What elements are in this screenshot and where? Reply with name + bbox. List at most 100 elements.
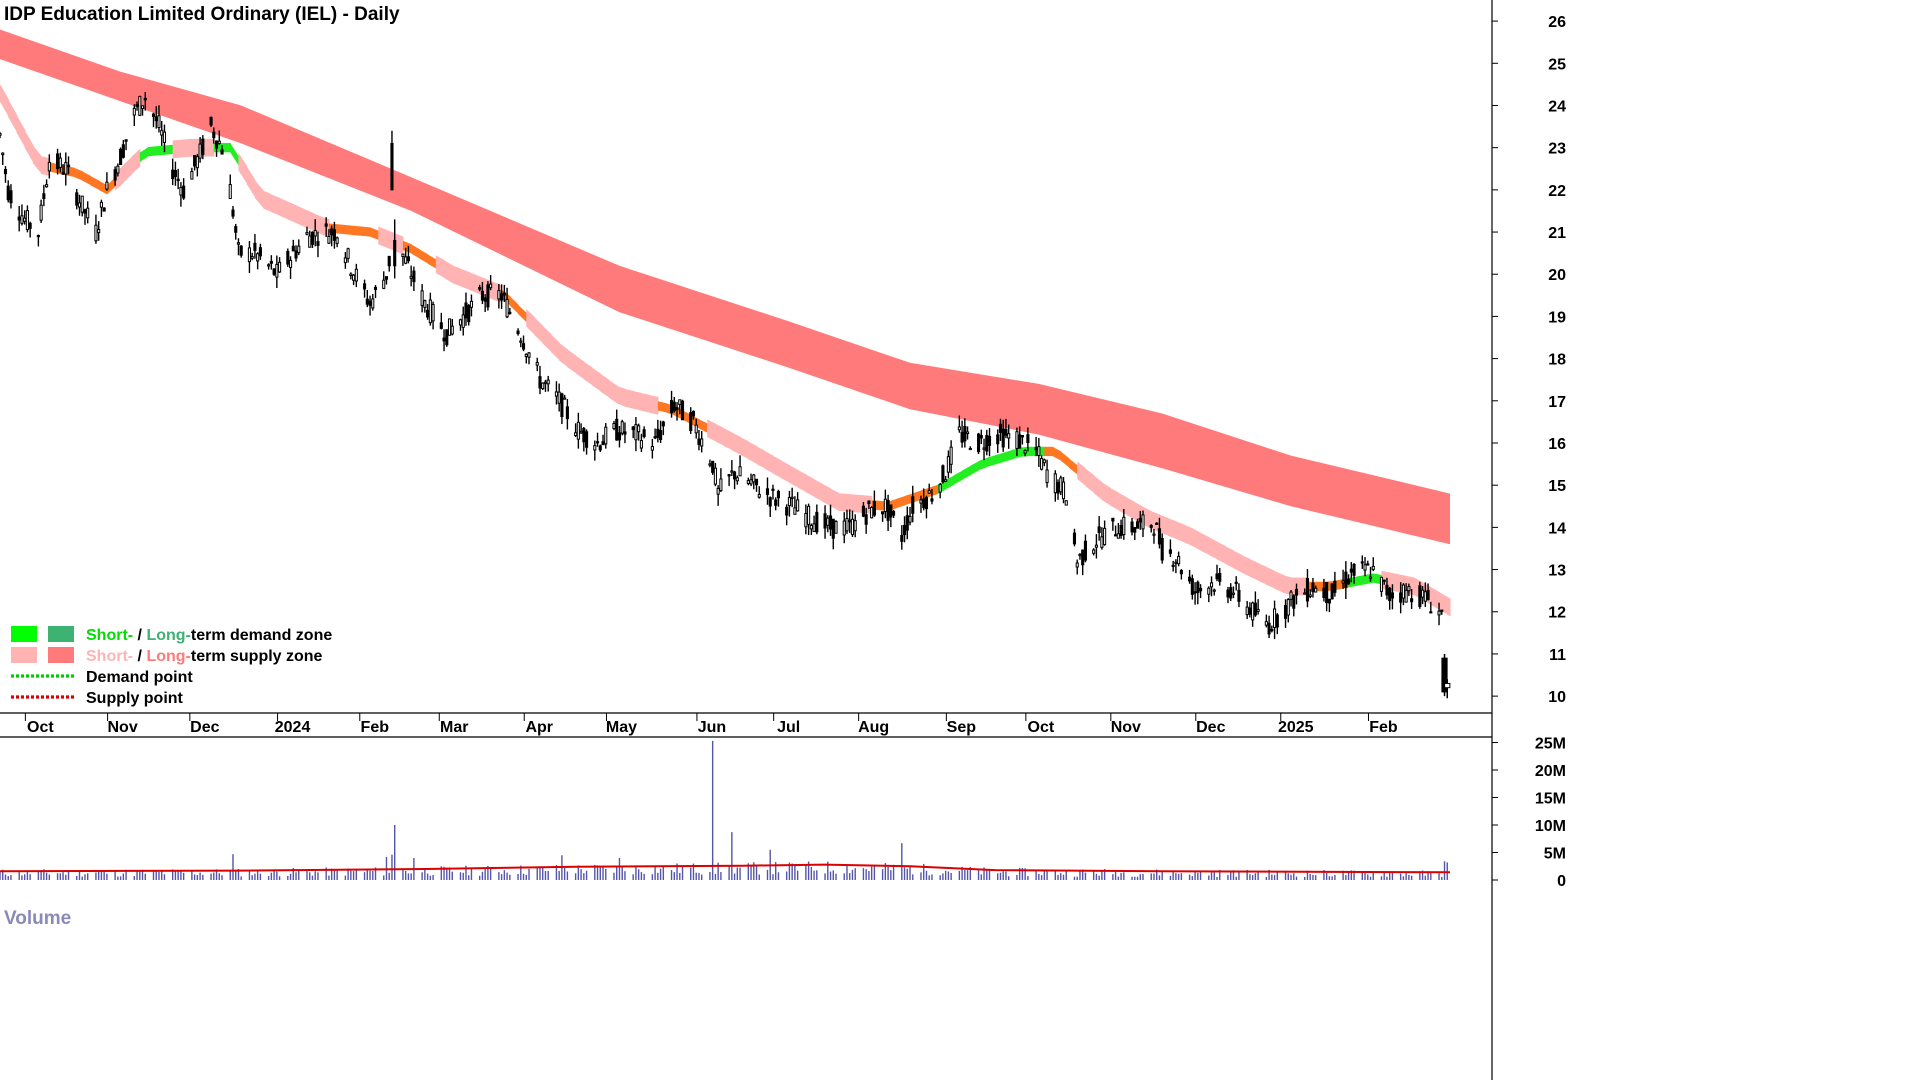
short-term-zone-transition-segment — [98, 180, 108, 195]
short-term-supply-zone-segment — [830, 488, 840, 511]
candle-down — [1382, 579, 1386, 582]
short-term-supply-zone-segment — [1167, 517, 1177, 540]
candle-down — [595, 441, 600, 444]
short-term-supply-zone-segment — [16, 114, 26, 148]
candle-down — [924, 497, 929, 510]
candle-up — [826, 517, 830, 526]
time-tick-label: Feb — [361, 719, 390, 736]
short-term-supply-zone-segment — [238, 152, 248, 185]
candle-down — [28, 222, 32, 229]
candle-up — [612, 422, 616, 429]
candle-down — [1426, 589, 1430, 600]
candle-down — [390, 142, 394, 191]
candle-up — [1103, 527, 1107, 545]
short-term-supply-zone-segment — [616, 385, 626, 407]
volume-panel-label: Volume — [4, 908, 71, 929]
short-term-supply-zone-segment — [180, 139, 190, 158]
candle-down — [815, 511, 819, 533]
price-tick-label: 24 — [1548, 98, 1566, 115]
candle-down — [56, 153, 60, 170]
candle-down — [467, 305, 471, 323]
candle-down — [1344, 571, 1348, 589]
legend-label: Demand point — [86, 669, 193, 686]
short-term-supply-zone-segment — [378, 226, 388, 248]
candle-up — [749, 479, 753, 485]
candle-down — [697, 438, 701, 445]
candle-down — [1229, 587, 1233, 599]
candle-down — [368, 300, 372, 306]
candle-down — [911, 496, 915, 514]
candle-down — [985, 435, 989, 452]
candle-up — [256, 253, 260, 262]
candle-down — [1149, 525, 1153, 528]
candle-down — [36, 234, 40, 238]
legend-label-part: Short- — [86, 648, 133, 665]
candle-down — [201, 138, 205, 155]
candle-down — [373, 286, 378, 290]
candle-up — [382, 279, 386, 289]
candle-up — [957, 426, 961, 431]
candle-up — [190, 170, 194, 180]
candle-up — [919, 499, 923, 504]
candle-up — [1423, 591, 1427, 602]
short-term-supply-zone-segment — [838, 493, 848, 512]
price-tick-label: 25 — [1548, 56, 1566, 73]
short-term-supply-zone-segment — [550, 334, 560, 361]
candle-up — [267, 264, 271, 267]
candle-down — [1327, 598, 1331, 604]
candle-down — [66, 164, 71, 168]
candle-up — [804, 513, 808, 528]
candle-up — [1421, 589, 1425, 598]
candle-down — [1267, 622, 1271, 635]
candle-down — [1292, 595, 1296, 609]
candle-down — [960, 431, 964, 443]
candle-down — [848, 519, 852, 523]
candle-down — [102, 207, 106, 212]
candle-down — [963, 426, 967, 442]
candle-up — [1273, 608, 1277, 628]
time-tick-label: Feb — [1369, 719, 1398, 736]
candle-up — [524, 353, 528, 358]
candle-down — [669, 400, 674, 414]
candle-down — [173, 169, 177, 178]
short-term-zone-transition-segment — [411, 244, 420, 259]
short-term-supply-zone-segment — [1110, 487, 1119, 511]
candle-up — [354, 268, 358, 282]
short-term-supply-zone-segment — [855, 494, 865, 514]
candle-up — [576, 421, 580, 440]
short-term-supply-zone-segment — [189, 138, 198, 157]
legend-label-part: / — [133, 627, 146, 644]
time-tick-label: Apr — [525, 719, 553, 736]
time-tick-label: Dec — [190, 719, 219, 736]
candle-up — [1094, 544, 1098, 548]
candle-down — [1399, 592, 1403, 603]
candle-down — [1333, 580, 1337, 593]
candle-up — [546, 379, 550, 385]
short-term-supply-zone-segment — [254, 180, 264, 209]
candle-up — [247, 247, 251, 263]
candle-down — [1133, 527, 1137, 533]
short-term-supply-zone-segment — [1126, 497, 1136, 520]
candle-down — [154, 116, 158, 122]
short-term-demand-zone-segment — [1027, 446, 1037, 457]
candle-down — [1275, 614, 1279, 628]
short-term-zone-transition-segment — [361, 226, 371, 237]
candle-down — [1083, 540, 1088, 561]
short-term-supply-zone-segment — [715, 423, 725, 446]
candle-up — [288, 259, 293, 268]
legend-label: Short- / Long-term demand zone — [86, 627, 332, 644]
candle-down — [1135, 521, 1140, 529]
short-term-supply-zone-segment — [386, 229, 396, 252]
candle-down — [1440, 609, 1444, 612]
short-term-zone-transition-segment — [509, 296, 519, 315]
candle-down — [1020, 435, 1024, 438]
candle-up — [352, 274, 356, 281]
long-term-supply-zone — [0, 29, 1450, 545]
short-term-demand-zone-segment — [148, 146, 157, 157]
candle-down — [1390, 592, 1394, 599]
price-tick-label: 16 — [1548, 436, 1566, 453]
candle-down — [560, 393, 564, 418]
candle-down — [689, 412, 693, 432]
candle-down — [310, 231, 315, 245]
